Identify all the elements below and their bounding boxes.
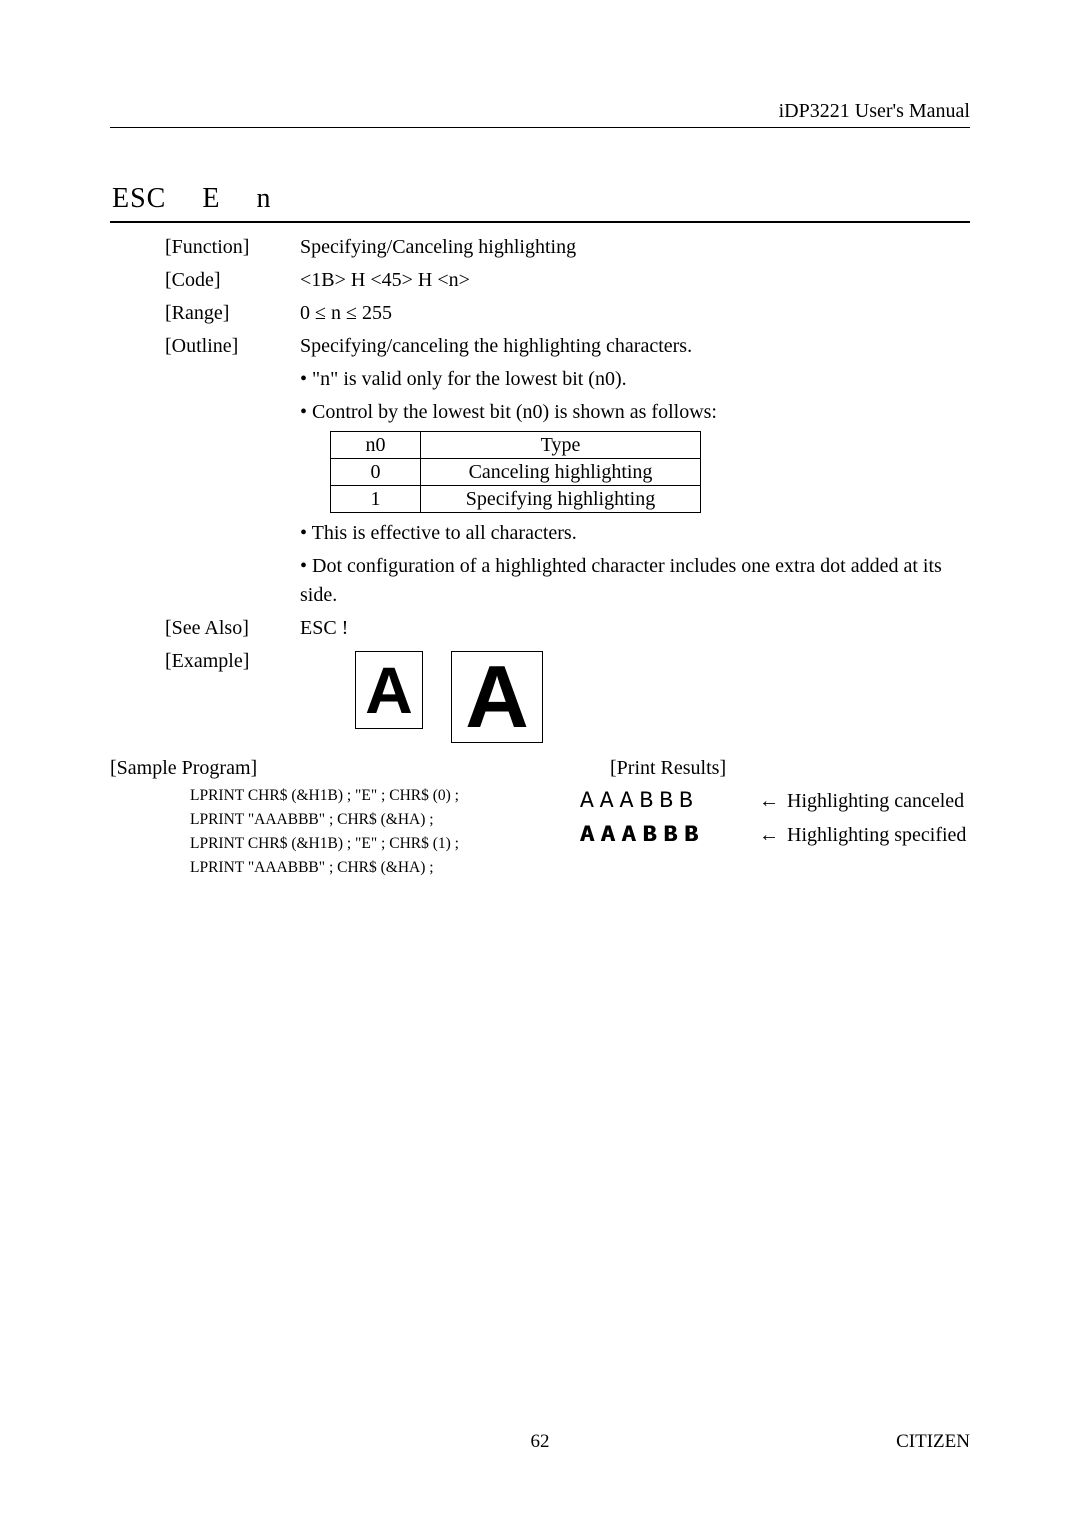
title-rule bbox=[110, 221, 970, 223]
spec-block: [Function] Specifying/Canceling highligh… bbox=[110, 233, 970, 361]
table-row: 0 Canceling highlighting bbox=[331, 459, 701, 486]
footer: 62 CITIZEN bbox=[110, 1431, 970, 1453]
row-example: [Example] A A bbox=[165, 647, 970, 743]
td-type-0: Canceling highlighting bbox=[421, 459, 701, 486]
th-n0: n0 bbox=[331, 432, 421, 459]
print-desc-2: Highlighting specified bbox=[787, 824, 966, 847]
command-title: ESC E n bbox=[110, 183, 970, 215]
code-line-2: LPRINT "AAABBB" ; CHR$ (&HA) ; bbox=[190, 808, 580, 832]
label-function: [Function] bbox=[165, 233, 300, 262]
print-text-normal: AAABBB bbox=[580, 788, 755, 814]
lower-block: [Sample Program] LPRINT CHR$ (&H1B) ; "E… bbox=[110, 757, 970, 880]
n0-table: n0 Type 0 Canceling highlighting 1 Speci… bbox=[330, 431, 701, 513]
glyph-a-bold: A bbox=[465, 653, 529, 741]
label-code: [Code] bbox=[165, 266, 300, 295]
arrow-left-icon: ← bbox=[759, 790, 779, 813]
print-results-col: [Print Results] AAABBB ← Highlighting ca… bbox=[580, 757, 970, 880]
td-type-1: Specifying highlighting bbox=[421, 486, 701, 513]
td-n0-0: 0 bbox=[331, 459, 421, 486]
bullet-2: • Control by the lowest bit (n0) is show… bbox=[300, 398, 970, 427]
title-esc: ESC bbox=[112, 183, 166, 214]
glyph-box-bold: A bbox=[451, 651, 543, 743]
glyph-a-normal: A bbox=[365, 657, 413, 723]
example-boxes: A A bbox=[355, 651, 543, 743]
sample-program-col: [Sample Program] LPRINT CHR$ (&H1B) ; "E… bbox=[110, 757, 580, 880]
th-type: Type bbox=[421, 432, 701, 459]
sample-program-title: [Sample Program] bbox=[110, 757, 580, 780]
value-code: <1B> H <45> H <n> bbox=[300, 266, 970, 295]
print-row-1: AAABBB ← Highlighting canceled bbox=[580, 788, 970, 814]
label-seealso: [See Also] bbox=[165, 614, 300, 643]
bullets-block: • "n" is valid only for the lowest bit (… bbox=[110, 365, 970, 427]
arrow-left-icon: ← bbox=[759, 824, 779, 847]
code-line-4: LPRINT "AAABBB" ; CHR$ (&HA) ; bbox=[190, 856, 580, 880]
title-n: n bbox=[256, 183, 271, 214]
code-lines: LPRINT CHR$ (&H1B) ; "E" ; CHR$ (0) ; LP… bbox=[110, 784, 580, 880]
print-results-title: [Print Results] bbox=[610, 757, 970, 780]
glyph-box-normal: A bbox=[355, 651, 423, 729]
seealso-block: [See Also] ESC ! [Example] A A bbox=[110, 614, 970, 743]
row-outline: [Outline] Specifying/canceling the highl… bbox=[165, 332, 970, 361]
value-range: 0 ≤ n ≤ 255 bbox=[300, 299, 970, 328]
label-outline: [Outline] bbox=[165, 332, 300, 361]
print-desc-1: Highlighting canceled bbox=[787, 790, 964, 813]
print-row-2: AAABBB ← Highlighting specified bbox=[580, 822, 970, 848]
footer-brand: CITIZEN bbox=[896, 1431, 970, 1453]
code-line-3: LPRINT CHR$ (&H1B) ; "E" ; CHR$ (1) ; bbox=[190, 832, 580, 856]
header-rule bbox=[110, 127, 970, 128]
row-range: [Range] 0 ≤ n ≤ 255 bbox=[165, 299, 970, 328]
table-row: 1 Specifying highlighting bbox=[331, 486, 701, 513]
row-function: [Function] Specifying/Canceling highligh… bbox=[165, 233, 970, 262]
title-e: E bbox=[202, 183, 220, 214]
td-n0-1: 1 bbox=[331, 486, 421, 513]
value-function: Specifying/Canceling highlighting bbox=[300, 233, 970, 262]
value-seealso: ESC ! bbox=[300, 614, 970, 643]
label-range: [Range] bbox=[165, 299, 300, 328]
value-outline: Specifying/canceling the highlighting ch… bbox=[300, 332, 970, 361]
row-code: [Code] <1B> H <45> H <n> bbox=[165, 266, 970, 295]
print-text-bold: AAABBB bbox=[580, 822, 755, 848]
label-example: [Example] bbox=[165, 647, 300, 676]
table-row: n0 Type bbox=[331, 432, 701, 459]
page-number: 62 bbox=[531, 1431, 550, 1453]
bullets-block-2: • This is effective to all characters. •… bbox=[110, 519, 970, 610]
bullet-1: • "n" is valid only for the lowest bit (… bbox=[300, 365, 970, 394]
bullet-4: • Dot configuration of a highlighted cha… bbox=[300, 552, 970, 610]
bullet-3: • This is effective to all characters. bbox=[300, 519, 970, 548]
header-manual-title: iDP3221 User's Manual bbox=[110, 100, 970, 123]
row-seealso: [See Also] ESC ! bbox=[165, 614, 970, 643]
code-line-1: LPRINT CHR$ (&H1B) ; "E" ; CHR$ (0) ; bbox=[190, 784, 580, 808]
